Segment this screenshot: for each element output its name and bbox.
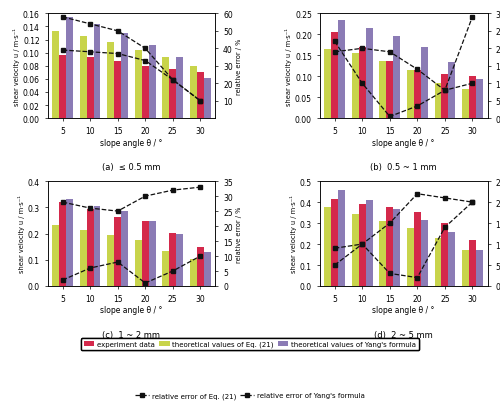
Legend: experiment data, theoretical values of Eq. (21), theoretical values of Yang's fo: experiment data, theoretical values of E… [81,338,419,351]
Bar [386,62,393,119]
Bar [114,62,121,119]
Bar [197,73,203,119]
Y-axis label: shear velocity u / m·s⁻¹: shear velocity u / m·s⁻¹ [18,195,25,273]
Bar [393,209,400,286]
Bar [380,221,386,286]
Bar [59,202,66,286]
Text: (c)  1 ~ 2 mm: (c) 1 ~ 2 mm [102,330,160,339]
Bar [462,90,469,119]
Bar [162,58,170,119]
Bar [94,207,100,286]
Bar [359,48,366,119]
Y-axis label: shear velocity u / m·s⁻¹: shear velocity u / m·s⁻¹ [285,28,292,106]
Bar [176,234,183,286]
Bar [448,232,455,286]
Y-axis label: relative error / %: relative error / % [236,38,242,95]
Bar [86,209,94,286]
Text: (b)  0.5 ~ 1 mm: (b) 0.5 ~ 1 mm [370,163,437,172]
Bar [86,58,94,119]
Bar [80,36,86,119]
Bar [190,67,197,119]
Bar [380,62,386,119]
X-axis label: slope angle θ / °: slope angle θ / ° [372,306,434,315]
Bar [80,231,86,286]
Bar [359,204,366,286]
Bar [366,29,372,119]
Text: (d)  2 ~ 5 mm: (d) 2 ~ 5 mm [374,330,433,339]
Bar [142,67,148,119]
X-axis label: slope angle θ / °: slope angle θ / ° [100,306,162,315]
Bar [197,248,203,286]
Bar [170,234,176,286]
Bar [414,212,420,286]
Bar [148,46,156,119]
Bar [407,228,414,286]
Bar [59,56,66,119]
Bar [386,207,393,286]
Bar [52,226,59,286]
Bar [135,240,142,286]
Bar [52,32,59,119]
Bar [94,25,100,119]
Bar [66,18,73,119]
Bar [324,207,332,286]
Text: (a)  ≤ 0.5 mm: (a) ≤ 0.5 mm [102,163,160,172]
Bar [366,201,372,286]
Bar [338,190,345,286]
Bar [414,70,420,119]
Bar [135,51,142,119]
X-axis label: slope angle θ / °: slope angle θ / ° [100,138,162,147]
Bar [108,43,114,119]
Bar [162,252,170,286]
Bar [442,74,448,119]
Bar [420,220,428,286]
Bar [434,84,442,119]
Bar [66,200,73,286]
Y-axis label: shear velocity u / m·s⁻¹: shear velocity u / m·s⁻¹ [13,28,20,106]
Bar [462,251,469,286]
Bar [442,223,448,286]
Bar [204,252,210,286]
Legend: relative error of Eq. (21), relative error of Yang's formula: relative error of Eq. (21), relative err… [132,389,368,402]
Bar [352,214,359,286]
Bar [332,33,338,119]
Bar [176,58,183,119]
Bar [190,259,197,286]
Bar [407,70,414,119]
Bar [420,48,428,119]
Bar [324,50,332,119]
Bar [121,212,128,286]
Bar [448,63,455,119]
Bar [204,79,210,119]
Bar [434,238,442,286]
Y-axis label: relative error / %: relative error / % [236,206,242,262]
Bar [393,37,400,119]
Bar [142,222,148,286]
Bar [469,77,476,119]
Bar [338,21,345,119]
Bar [148,222,156,286]
Bar [170,70,176,119]
X-axis label: slope angle θ / °: slope angle θ / ° [372,138,434,147]
Y-axis label: shear velocity u / m·s⁻¹: shear velocity u / m·s⁻¹ [290,195,297,273]
Bar [332,200,338,286]
Bar [476,80,482,119]
Bar [114,217,121,286]
Bar [352,54,359,119]
Bar [108,235,114,286]
Bar [469,240,476,286]
Bar [476,250,482,286]
Bar [121,34,128,119]
